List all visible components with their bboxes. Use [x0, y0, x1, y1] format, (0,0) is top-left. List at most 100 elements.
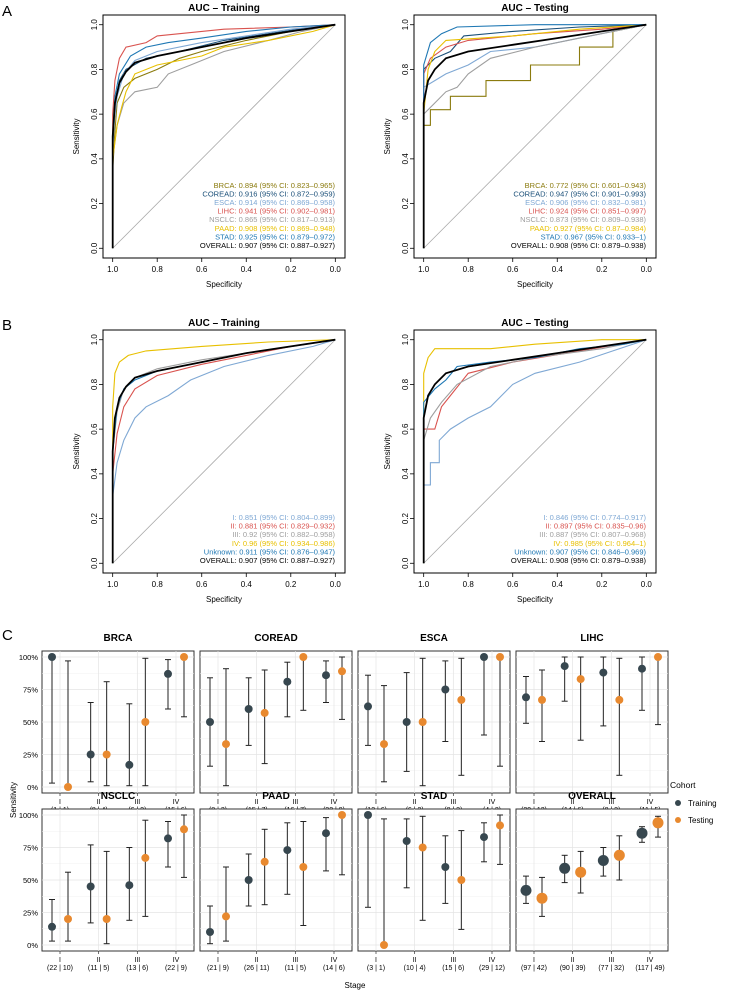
y-tick-label: 0.4 [90, 468, 99, 480]
point-testing [536, 892, 548, 904]
stage-label: IV [489, 957, 496, 964]
roc-curve-brca [112, 24, 336, 249]
stage-label: II [255, 957, 259, 964]
roc-curve-overall [422, 23, 647, 249]
legend-label-training: Training [688, 799, 717, 808]
y-tick-label: 75% [23, 686, 38, 695]
legend-ii: II: 0.881 (95% CI: 0.829–0.932) [230, 522, 335, 531]
y-tick-label: 0.8 [401, 63, 410, 75]
panel-letter-b: B [2, 317, 12, 334]
point-training [164, 669, 172, 678]
x-tick-label: 1.0 [107, 265, 119, 274]
count-label: (22 | 9) [165, 965, 187, 972]
point-training [48, 922, 56, 931]
y-tick-label: 0.0 [90, 557, 99, 569]
roc-curve-overall [111, 23, 336, 249]
x-tick-label: 0.4 [552, 265, 564, 274]
y-tick-label: 100% [19, 811, 39, 820]
count-label: (90 | 39) [560, 965, 586, 972]
facet-title: STAD [421, 791, 447, 802]
roc-title: AUC – Testing [501, 3, 569, 14]
legend-marker-testing [675, 817, 681, 823]
stage-label: I [217, 957, 219, 964]
x-tick-label: 0.2 [596, 265, 608, 274]
legend-iii: III: 0.887 (95% CI: 0.807–0.968) [539, 530, 646, 539]
y-tick-label: 0.6 [90, 108, 99, 120]
point-training [638, 664, 646, 673]
x-tick-label: 1.0 [107, 580, 119, 589]
facet-title: OVERALL [568, 791, 616, 802]
legend-iv: IV: 0.985 (95% CI: 0.964–1) [553, 539, 646, 548]
legend-ii: II: 0.897 (95% CI: 0.835–0.96) [546, 522, 647, 531]
legend-esca: ESCA: 0.906 (95% CI: 0.832–0.981) [525, 198, 646, 207]
roc-plot-2: AUC – Training 1.0 0.8 0.6 0.4 0.2 0.0 0.0 0.2 0.… [72, 318, 346, 604]
legend-stad: STAD: 0.925 (95% CI: 0.879–0.972) [215, 232, 335, 241]
point-training [520, 884, 532, 896]
roc-frame [413, 14, 657, 259]
point-testing [141, 718, 150, 726]
point-training [48, 653, 56, 661]
y-tick-label: 1.0 [90, 19, 99, 31]
y-tick-label: 0.8 [90, 378, 99, 390]
count-label: (11 | 5) [88, 965, 110, 972]
point-training [283, 846, 292, 855]
count-label: (15 | 6) [442, 965, 464, 972]
legend-paad: PAAD: 0.927 (95% CI: 0.87–0.984) [530, 224, 647, 233]
point-testing [141, 853, 150, 862]
point-testing [260, 708, 269, 717]
count-label: (97 | 42) [521, 965, 547, 972]
count-label: (26 | 11) [244, 965, 269, 972]
stage-label: III [134, 799, 140, 806]
point-training [244, 876, 253, 884]
stage-label: III [134, 957, 140, 964]
x-tick-label: 0.4 [241, 580, 253, 589]
y-tick-label: 0.2 [401, 512, 410, 524]
x-tick-label: 1.0 [418, 265, 430, 274]
point-testing [496, 653, 504, 661]
roc-curve-iv [423, 339, 647, 564]
panel-letter-c: C [2, 627, 13, 644]
x-tick-label: 0.2 [285, 265, 297, 274]
y-tick-label: 75% [23, 844, 38, 853]
facet-title: LIHC [580, 633, 603, 644]
roc-curve-lihc [112, 24, 336, 249]
stage-label: III [608, 957, 614, 964]
x-tick-label: 0.2 [285, 580, 297, 589]
point-testing [652, 817, 664, 829]
x-tick-label: 0.8 [463, 580, 475, 589]
stage-label: II [571, 957, 575, 964]
roc-diagonal [423, 24, 647, 249]
stage-label: III [450, 799, 456, 806]
stage-label: IV [647, 799, 654, 806]
y-tick-label: 0.0 [90, 242, 99, 254]
legend-stad: STAD: 0.967 (95% CI: 0.933–1) [541, 232, 647, 241]
count-label: (77 | 32) [598, 965, 624, 972]
point-testing [338, 811, 346, 819]
roc-plot-1: AUC – Testing 1.0 0.8 0.6 0.4 0.2 0.0 0.0 0.2 0.4… [383, 3, 657, 289]
y-tick-label: 0.4 [401, 468, 410, 480]
y-tick-label: 0.2 [90, 197, 99, 209]
point-training [322, 671, 330, 680]
stage-label: II [413, 957, 417, 964]
point-training [441, 685, 450, 694]
y-tick-label: 1.0 [401, 334, 410, 346]
count-label: (21 | 9) [207, 965, 229, 972]
stage-label: I [375, 957, 377, 964]
y-tick-label: 25% [23, 909, 38, 918]
point-training [364, 702, 372, 711]
count-label: (29 | 12) [479, 965, 505, 972]
y-tick-label: 0.6 [90, 423, 99, 435]
point-testing [102, 915, 111, 923]
roc-diagonal [112, 24, 336, 249]
point-testing [380, 941, 388, 949]
point-training [125, 760, 134, 769]
roc-curve-paad [112, 24, 336, 249]
roc-plot-3: AUC – Testing 1.0 0.8 0.6 0.4 0.2 0.0 0.0 0.2 0.4… [383, 318, 657, 604]
y-tick-label: 0.6 [401, 108, 410, 120]
y-tick-label: 0.6 [401, 423, 410, 435]
